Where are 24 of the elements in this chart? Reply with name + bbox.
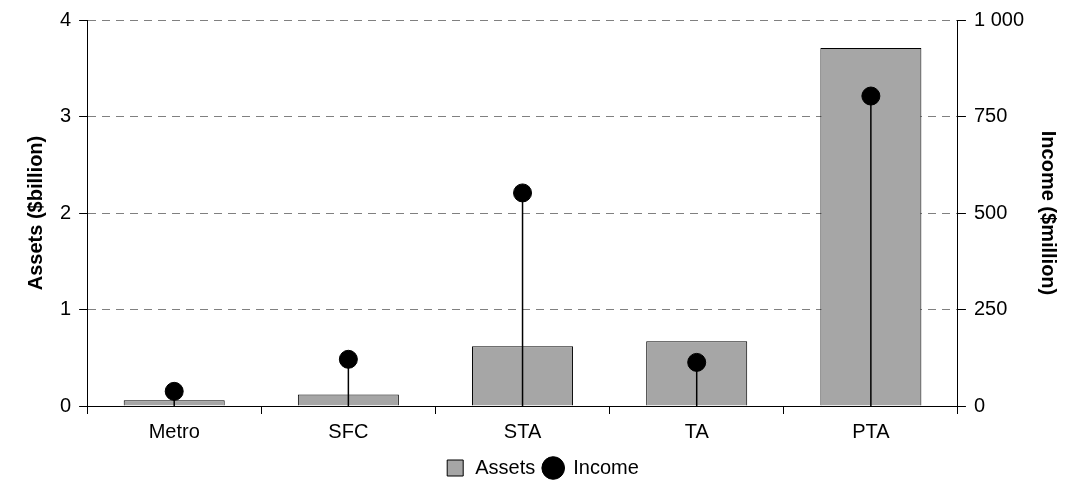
x-tick-label: PTA [852,419,891,442]
x-tick-label: TA [684,419,710,442]
point [513,183,533,203]
y2-tick-label: 1 000 [973,7,1025,30]
y2-axis-title: Income ($million) [1038,130,1061,296]
point [338,349,358,369]
legend-label: Assets [475,455,536,478]
y2-tick-label: 500 [973,200,1008,223]
point [687,352,707,372]
x-tick-label: Metro [148,419,200,442]
y-tick-label: 2 [60,200,72,223]
y-tick-label: 1 [60,297,72,320]
y-axis-title: Assets ($billion) [23,135,46,291]
y-tick-label: 3 [60,104,72,127]
point [861,86,881,106]
y2-tick-label: 750 [973,104,1008,127]
y2-tick-label: 0 [973,393,986,416]
legend-label: Income [573,455,639,478]
point [164,381,184,401]
x-tick-label: SFC [328,419,369,442]
y-tick-label: 0 [60,393,72,416]
y-tick-label: 4 [60,7,72,30]
y2-tick-label: 250 [973,297,1008,320]
x-tick-label: STA [503,419,542,442]
